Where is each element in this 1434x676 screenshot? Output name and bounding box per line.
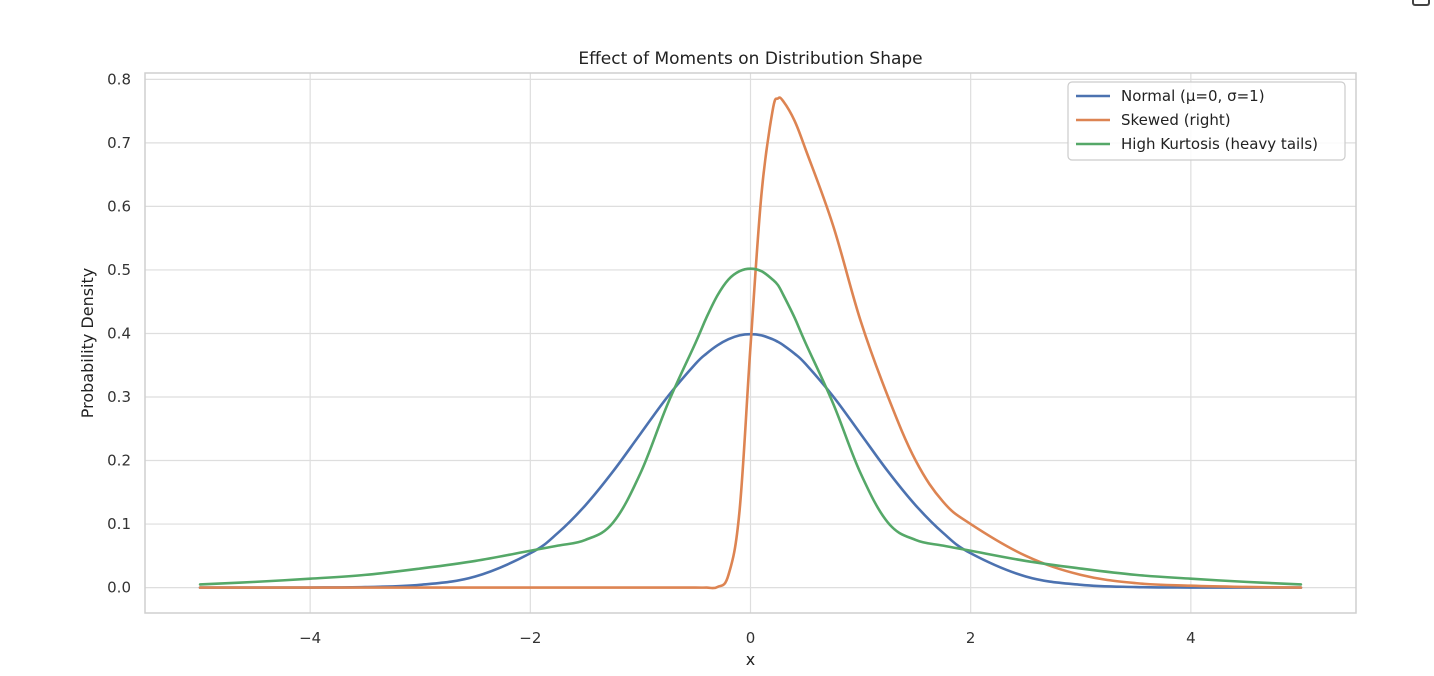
y-tick-label: 0.3 — [107, 388, 131, 406]
x-axis-label: x — [746, 650, 755, 669]
copy-icon[interactable] — [1412, 0, 1430, 6]
x-tick-label: 4 — [1186, 629, 1196, 647]
x-tick-labels: −4 −2 0 2 4 — [299, 629, 1196, 647]
x-tick-label: 0 — [746, 629, 756, 647]
x-tick-label: −2 — [519, 629, 541, 647]
y-tick-label: 0.1 — [107, 515, 131, 533]
legend-label-1: Normal (μ=0, σ=1) — [1121, 87, 1265, 105]
y-tick-label: 0.5 — [107, 261, 131, 279]
y-axis-label: Probability Density — [78, 268, 97, 419]
legend-box — [1067, 81, 1346, 161]
y-tick-label: 0.8 — [107, 70, 131, 88]
x-tick-label: −4 — [299, 629, 321, 647]
y-tick-label: 0.4 — [107, 324, 131, 342]
y-tick-label: 0.6 — [107, 197, 131, 215]
y-tick-label: 0.0 — [107, 579, 131, 597]
chart-title: Effect of Moments on Distribution Shape — [578, 49, 922, 69]
x-tick-label: 2 — [966, 629, 976, 647]
y-tick-label: 0.2 — [107, 452, 131, 470]
legend: Normal (μ=0, σ=1) Skewed (right) High Kurt… — [1067, 81, 1346, 161]
legend-label-2: Skewed (right) — [1121, 111, 1231, 129]
series-line-3 — [198, 267, 1303, 586]
series-lines — [198, 96, 1303, 590]
series-line-2 — [198, 96, 1303, 590]
plot-area-frame — [144, 72, 1357, 614]
y-tick-label: 0.7 — [107, 134, 131, 152]
series-line-1 — [198, 332, 1303, 589]
legend-label-3: High Kurtosis (heavy tails) — [1121, 135, 1318, 153]
y-tick-labels: 0.0 0.1 0.2 0.3 0.4 0.5 0.6 0.7 0.8 — [107, 70, 131, 596]
